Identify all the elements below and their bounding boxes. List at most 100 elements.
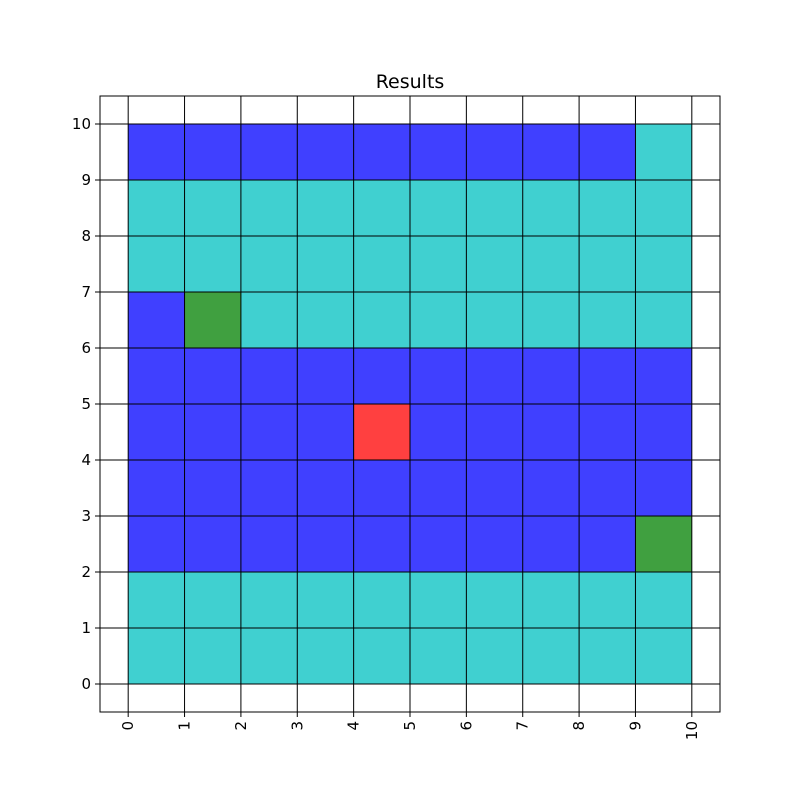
heatmap-cell (579, 292, 636, 348)
heatmap-cell (353, 180, 410, 236)
heatmap-cell (410, 628, 467, 684)
y-tick-label: 5 (81, 395, 91, 413)
y-tick-label: 7 (81, 283, 91, 301)
grid-lines (100, 96, 720, 712)
y-tick-label: 8 (81, 227, 91, 245)
heatmap-cell (297, 404, 354, 460)
heatmap-cell (184, 460, 241, 516)
heatmap-cell (522, 236, 580, 292)
heatmap-cell (635, 236, 692, 292)
x-tick-label: 5 (401, 721, 419, 731)
heatmap-cell (128, 180, 185, 236)
x-tick-label: 3 (288, 721, 306, 731)
heatmap-cell (128, 460, 185, 516)
heatmap-cell (353, 460, 410, 516)
heatmap-cell (297, 572, 354, 628)
x-axis-ticks: 0 1 2 3 4 5 6 7 8 9 10 (119, 712, 701, 740)
heatmap-cell (466, 460, 523, 516)
heatmap-cell (635, 180, 692, 236)
heatmap-cell (297, 236, 354, 292)
heatmap-cell (128, 628, 185, 684)
heatmap-cell (466, 404, 523, 460)
heatmap-cell (410, 236, 467, 292)
x-tick-label: 1 (176, 721, 194, 731)
heatmap-cell (240, 292, 298, 348)
heatmap-cell (579, 348, 636, 404)
heatmap-cell (353, 628, 410, 684)
heatmap-cell (522, 348, 580, 404)
heatmap-cell (184, 516, 241, 572)
heatmap-cell (579, 180, 636, 236)
heatmap-cell (635, 348, 692, 404)
heatmap-cell (579, 404, 636, 460)
heatmap-cell (240, 572, 298, 628)
heatmap-cell (635, 124, 692, 180)
heatmap-cell (128, 236, 185, 292)
y-tick-label: 6 (81, 339, 91, 357)
y-tick-label: 3 (81, 507, 91, 525)
heatmap-cell (579, 236, 636, 292)
heatmap-cell (466, 516, 523, 572)
chart-title: Results (376, 71, 445, 93)
heatmap-cell (466, 348, 523, 404)
heatmap-cell (353, 348, 410, 404)
heatmap-cell (240, 404, 298, 460)
heatmap-cell (297, 124, 354, 180)
heatmap-cell (240, 236, 298, 292)
x-tick-label: 10 (683, 721, 701, 740)
heatmap-cell (353, 572, 410, 628)
heatmap-cells (128, 124, 692, 684)
heatmap-cell (635, 460, 692, 516)
heatmap-cell (297, 180, 354, 236)
heatmap-cell (522, 292, 580, 348)
y-tick-label: 1 (81, 619, 91, 637)
heatmap-cell (240, 180, 298, 236)
heatmap-cell (635, 516, 692, 572)
heatmap-cell (522, 124, 580, 180)
heatmap-cell (466, 628, 523, 684)
heatmap-cell (522, 460, 580, 516)
heatmap-cell (184, 404, 241, 460)
heatmap-cell (240, 124, 298, 180)
heatmap-cell (184, 124, 241, 180)
heatmap-cell (297, 628, 354, 684)
heatmap-cell (184, 236, 241, 292)
heatmap-cell (410, 460, 467, 516)
x-tick-label: 6 (457, 721, 475, 731)
heatmap-cell (579, 572, 636, 628)
heatmap-cell (184, 180, 241, 236)
heatmap-cell (522, 404, 580, 460)
heatmap-cell (297, 516, 354, 572)
heatmap-cell (410, 572, 467, 628)
heatmap-cell (410, 124, 467, 180)
heatmap-cell (635, 292, 692, 348)
heatmap-cell (128, 516, 185, 572)
x-tick-label: 4 (345, 721, 363, 731)
heatmap-cell (353, 236, 410, 292)
y-axis-ticks: 0 1 2 3 4 5 6 7 8 9 10 (72, 115, 100, 693)
heatmap-cell (353, 404, 410, 460)
y-tick-label: 2 (81, 563, 91, 581)
heatmap-cell (410, 180, 467, 236)
heatmap-cell (128, 292, 185, 348)
heatmap-cell (522, 572, 580, 628)
heatmap-cell (635, 572, 692, 628)
heatmap-cell (579, 516, 636, 572)
heatmap-cell (635, 404, 692, 460)
heatmap-cell (184, 628, 241, 684)
heatmap-cell (410, 348, 467, 404)
heatmap-cell (522, 628, 580, 684)
heatmap-cell (128, 404, 185, 460)
y-tick-label: 10 (72, 115, 91, 133)
heatmap-cell (353, 292, 410, 348)
heatmap-cell (240, 460, 298, 516)
heatmap-cell (466, 180, 523, 236)
heatmap-cell (184, 348, 241, 404)
y-tick-label: 0 (81, 675, 91, 693)
heatmap-cell (466, 124, 523, 180)
heatmap-cell (635, 628, 692, 684)
x-tick-label: 8 (570, 721, 588, 731)
x-tick-label: 9 (626, 721, 644, 731)
heatmap-cell (297, 348, 354, 404)
